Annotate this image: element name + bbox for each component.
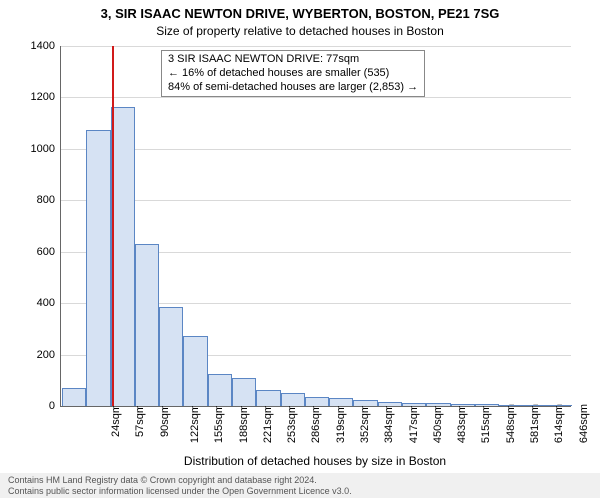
ytick-label: 1200 — [31, 91, 61, 103]
xtick-label: 614sqm — [549, 404, 565, 443]
xtick-label: 450sqm — [428, 404, 444, 443]
ytick-label: 0 — [49, 400, 61, 412]
xtick-label: 581sqm — [525, 404, 541, 443]
histogram-bar — [159, 307, 183, 406]
histogram-bar — [499, 405, 523, 407]
xtick-label: 24sqm — [106, 404, 122, 437]
xtick-label: 352sqm — [355, 404, 371, 443]
footer-line-1: Contains HM Land Registry data © Crown c… — [8, 475, 592, 485]
xtick-label: 122sqm — [185, 404, 201, 443]
histogram-bar — [523, 405, 547, 407]
xtick-label: 221sqm — [258, 404, 274, 443]
legend-line-2: ← 16% of detached houses are smaller (53… — [168, 67, 418, 81]
legend-box: 3 SIR ISAAC NEWTON DRIVE: 77sqm ← 16% of… — [161, 50, 425, 97]
property-marker-line — [112, 46, 114, 406]
histogram-bar — [548, 405, 572, 406]
xtick-label: 646sqm — [574, 404, 590, 443]
histogram-bar — [256, 390, 280, 406]
footer: Contains HM Land Registry data © Crown c… — [0, 473, 600, 498]
plot-area: 020040060080010001200140024sqm57sqm90sqm… — [60, 46, 571, 407]
xtick-label: 515sqm — [477, 404, 493, 443]
gridline — [61, 149, 571, 150]
xtick-label: 286sqm — [307, 404, 323, 443]
gridline — [61, 200, 571, 201]
histogram-bar — [281, 393, 305, 406]
xtick-label: 90sqm — [155, 404, 171, 437]
chart-title-main: 3, SIR ISAAC NEWTON DRIVE, WYBERTON, BOS… — [0, 6, 600, 21]
histogram-bar — [62, 388, 86, 406]
histogram-bar — [208, 374, 232, 406]
xtick-label: 253sqm — [282, 404, 298, 443]
histogram-bar — [378, 402, 402, 406]
histogram-bar — [329, 398, 353, 406]
gridline — [61, 46, 571, 47]
xtick-label: 155sqm — [209, 404, 225, 443]
ytick-label: 200 — [37, 349, 61, 361]
xtick-label: 483sqm — [452, 404, 468, 443]
xtick-label: 384sqm — [379, 404, 395, 443]
histogram-bar — [232, 378, 256, 406]
chart-title-sub: Size of property relative to detached ho… — [0, 24, 600, 38]
histogram-bar — [475, 404, 499, 406]
histogram-bar — [353, 400, 377, 406]
ytick-label: 1400 — [31, 40, 61, 52]
histogram-bar — [305, 397, 329, 406]
histogram-bar — [402, 403, 426, 406]
histogram-bar — [86, 130, 110, 406]
histogram-chart: 3, SIR ISAAC NEWTON DRIVE, WYBERTON, BOS… — [0, 0, 600, 500]
xtick-label: 188sqm — [234, 404, 250, 443]
histogram-bar — [135, 244, 159, 406]
ytick-label: 800 — [37, 194, 61, 206]
ytick-label: 1000 — [31, 143, 61, 155]
x-axis-label: Distribution of detached houses by size … — [60, 454, 570, 468]
legend-line-1: 3 SIR ISAAC NEWTON DRIVE: 77sqm — [168, 53, 418, 67]
legend-line-3: 84% of semi-detached houses are larger (… — [168, 81, 418, 95]
ytick-label: 600 — [37, 246, 61, 258]
histogram-bar — [451, 404, 475, 406]
histogram-bar — [183, 336, 207, 406]
footer-line-2: Contains public sector information licen… — [8, 486, 592, 496]
xtick-label: 319sqm — [331, 404, 347, 443]
gridline — [61, 97, 571, 98]
xtick-label: 417sqm — [404, 404, 420, 443]
histogram-bar — [426, 403, 450, 406]
xtick-label: 548sqm — [501, 404, 517, 443]
xtick-label: 57sqm — [130, 404, 146, 437]
ytick-label: 400 — [37, 297, 61, 309]
